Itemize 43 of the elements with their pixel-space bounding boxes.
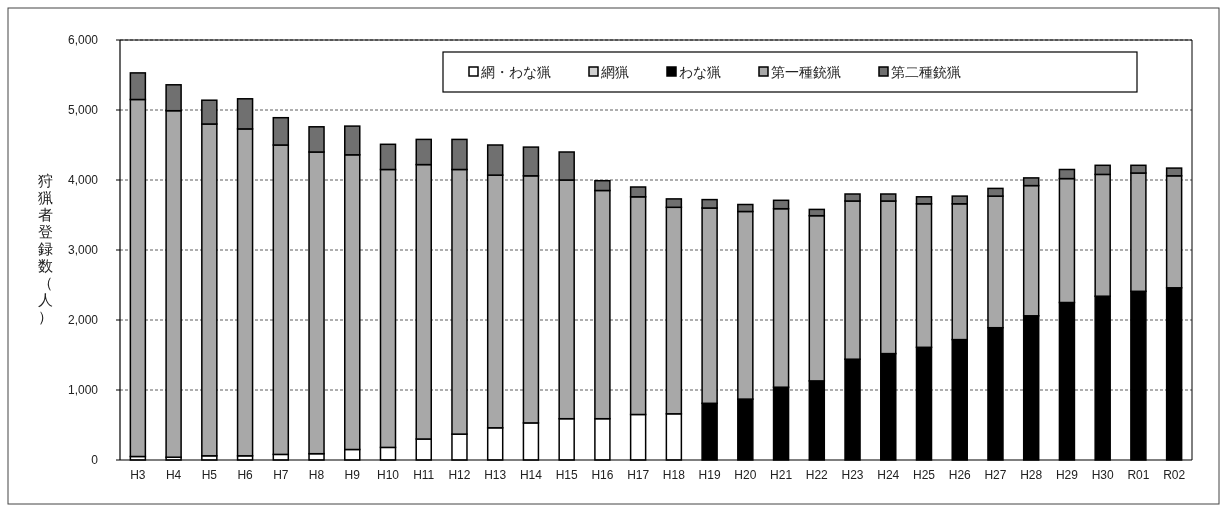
x-tick-label: H8 [308, 468, 325, 482]
x-tick-label: H22 [805, 468, 829, 482]
y-tick-label: 4,000 [67, 173, 99, 187]
x-tick-label: H16 [591, 468, 614, 482]
x-tick-label: H6 [237, 468, 254, 482]
x-tick-label: H24 [877, 468, 900, 482]
x-tick-label: H26 [948, 468, 972, 482]
y-tick-label: 2,000 [67, 313, 99, 327]
x-tick-label: H5 [201, 468, 218, 482]
x-tick-label: H21 [770, 468, 793, 482]
x-tick-label: H30 [1091, 468, 1114, 482]
y-tick-label: 3,000 [67, 243, 99, 257]
x-tick-label: R01 [1127, 468, 1150, 482]
y-tick-label: 5,000 [67, 103, 99, 117]
x-tick-label: H10 [376, 468, 400, 482]
legend-label: わな猟 [679, 64, 721, 80]
legend-label: 網・わな猟 [480, 64, 551, 80]
y-tick-label: 6,000 [67, 33, 99, 47]
legend-label: 第一種銃猟 [771, 64, 841, 80]
x-tick-label: H12 [448, 468, 471, 482]
x-tick-label: H19 [698, 468, 721, 482]
x-tick-label: H14 [519, 468, 543, 482]
x-tick-label: H7 [273, 468, 289, 482]
legend-label: 網猟 [600, 64, 629, 80]
x-tick-label: H25 [912, 468, 936, 482]
x-tick-label: H15 [555, 468, 578, 482]
x-tick-label: H17 [627, 468, 650, 482]
x-tick-label: H29 [1055, 468, 1079, 482]
legend-label: 第二種銃猟 [891, 64, 961, 80]
text: 狩猟者登録数（人） [37, 171, 53, 325]
x-tick-label: H3 [130, 468, 146, 482]
y-tick-label: 1,000 [67, 383, 99, 397]
x-tick-label: H28 [1020, 468, 1043, 482]
x-tick-label: H9 [344, 468, 361, 482]
x-tick-label: H20 [734, 468, 757, 482]
x-tick-label: H27 [984, 468, 1007, 482]
x-tick-label: H23 [841, 468, 864, 482]
x-tick-label: H13 [484, 468, 507, 482]
x-tick-label: R02 [1163, 468, 1186, 482]
y-tick-label: 0 [91, 453, 99, 467]
x-tick-label: H4 [165, 468, 182, 482]
x-tick-label: H11 [413, 468, 435, 482]
x-tick-label: H18 [662, 468, 686, 482]
